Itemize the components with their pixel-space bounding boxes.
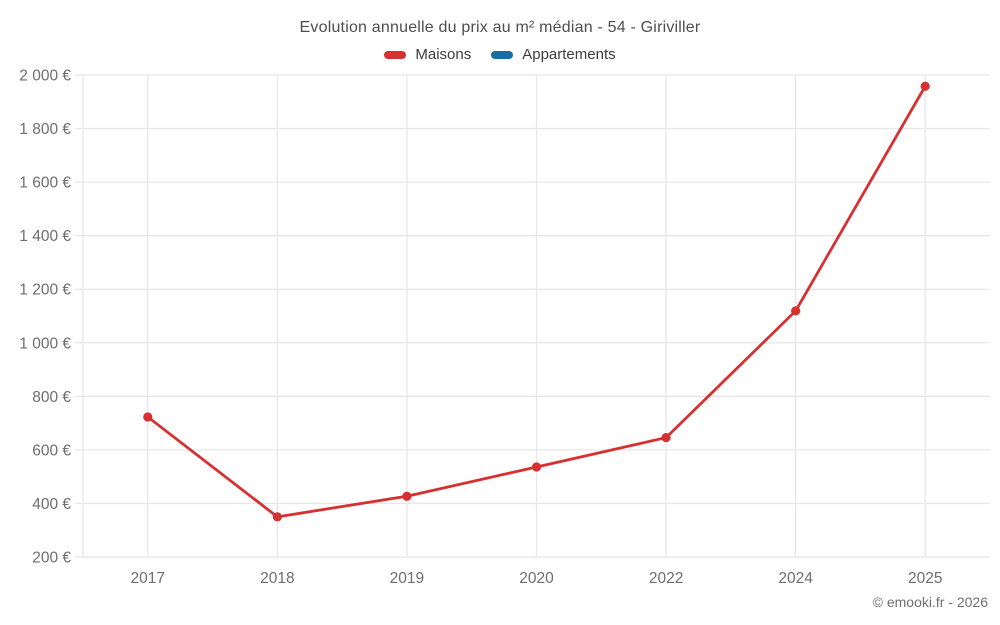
y-tick-label: 600 € xyxy=(32,442,71,459)
copyright: © emooki.fr - 2026 xyxy=(872,594,988,610)
x-tick-label: 2018 xyxy=(260,570,294,587)
y-tick-label: 2 000 € xyxy=(19,68,71,85)
legend-item-appartements[interactable]: Appartements xyxy=(491,46,616,63)
legend-label-appartements: Appartements xyxy=(522,46,616,63)
y-tick-label: 1 200 € xyxy=(19,282,71,299)
chart-legend: Maisons Appartements xyxy=(0,46,1000,63)
y-tick-label: 1 800 € xyxy=(19,121,71,138)
chart-title: Evolution annuelle du prix au m² médian … xyxy=(299,19,701,36)
x-tick-label: 2020 xyxy=(519,570,554,587)
legend-item-maisons[interactable]: Maisons xyxy=(384,46,471,63)
x-tick-label: 2025 xyxy=(908,570,942,587)
y-tick-label: 1 600 € xyxy=(19,175,71,192)
x-tick-label: 2017 xyxy=(131,570,165,587)
data-point-maisons-2018[interactable] xyxy=(272,512,282,522)
y-tick-label: 1 400 € xyxy=(19,228,71,245)
appartements-swatch-icon xyxy=(491,50,514,59)
y-tick-label: 800 € xyxy=(32,389,71,406)
data-point-maisons-2019[interactable] xyxy=(402,491,412,501)
maisons-swatch-icon xyxy=(384,50,407,59)
x-tick-label: 2024 xyxy=(778,570,813,587)
y-tick-label: 200 € xyxy=(32,550,71,567)
y-tick-label: 1 000 € xyxy=(19,335,71,352)
data-point-maisons-2017[interactable] xyxy=(143,412,153,422)
data-point-maisons-2020[interactable] xyxy=(531,462,542,472)
x-tick-label: 2019 xyxy=(390,570,424,587)
data-point-maisons-2024[interactable] xyxy=(791,306,801,316)
legend-label-maisons: Maisons xyxy=(415,46,472,63)
data-point-maisons-2022[interactable] xyxy=(661,432,671,443)
x-tick-label: 2022 xyxy=(649,570,683,587)
data-point-maisons-2025[interactable] xyxy=(920,81,930,91)
y-tick-label: 400 € xyxy=(32,496,71,513)
